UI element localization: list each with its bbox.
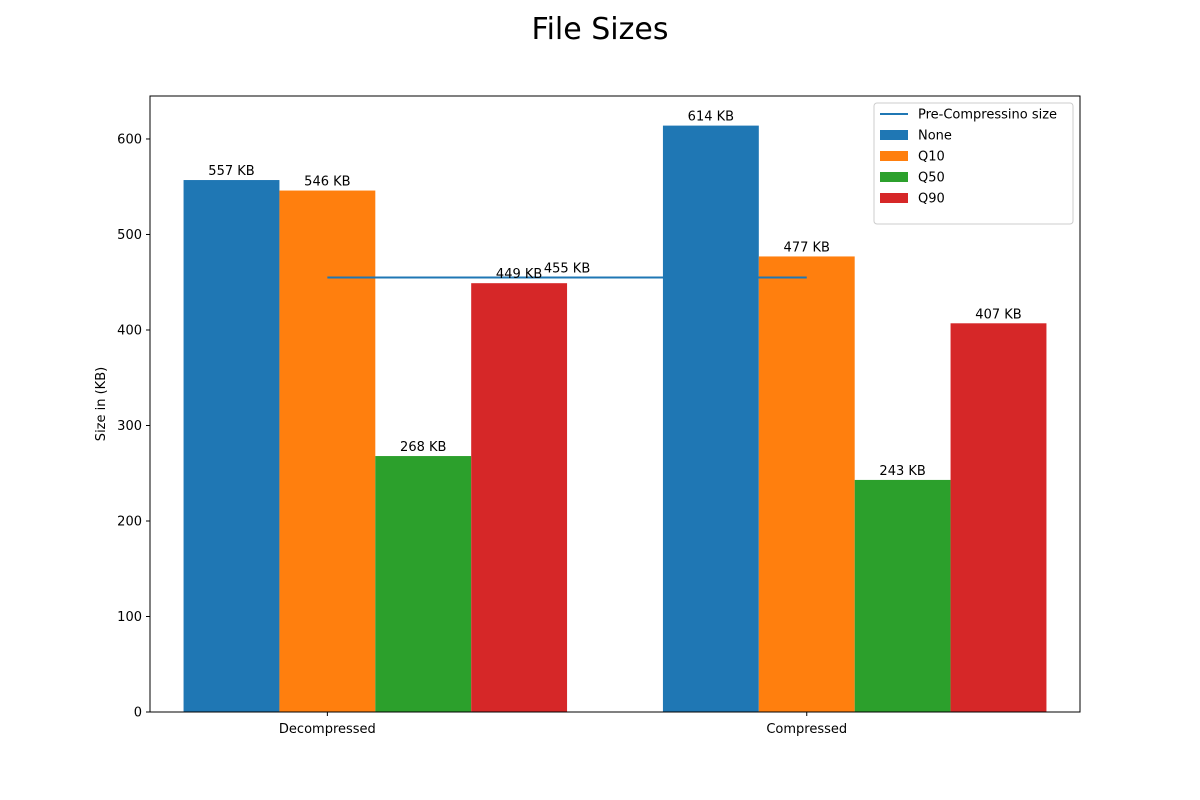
x-axis-ticks: Decompressed Compressed: [279, 712, 847, 737]
legend-entry-label: Q90: [918, 192, 945, 207]
bar-value-label: 407 KB: [975, 307, 1021, 322]
chart-title: File Sizes: [532, 12, 669, 47]
bar-data-labels: 557 KB 614 KB 546 KB 477 KB 268 KB 243 KB 449 …: [208, 110, 1021, 479]
y-tick-label: 500: [117, 228, 142, 243]
legend-color-swatch: [880, 130, 908, 140]
y-tick-label: 100: [117, 610, 142, 625]
plot-frame: [149, 95, 1081, 713]
bar-none-decompressed: [183, 180, 280, 713]
y-tick-label: 300: [117, 419, 142, 434]
bar-q50-decompressed: [375, 456, 472, 712]
legend-entry-label: None: [918, 129, 952, 144]
bar-q10-decompressed: [279, 190, 376, 713]
y-tick-label: 600: [117, 132, 142, 147]
legend-entry-label: Q10: [918, 150, 945, 165]
legend-entry-label: Q50: [918, 171, 945, 186]
legend-color-swatch: [880, 172, 908, 182]
legend-entry-label: Pre-Compressino size: [918, 108, 1057, 123]
y-axis-ticks: 0 100 200 300 400 500 600: [117, 132, 150, 721]
bar-q50-compressed: [854, 479, 951, 712]
x-tick-label: Compressed: [766, 722, 847, 737]
bar-value-label: 243 KB: [879, 464, 925, 479]
bar-value-label: 268 KB: [400, 440, 446, 455]
bar-q90-compressed: [950, 323, 1047, 712]
pre-compression-line-group: 455 KB: [327, 261, 807, 279]
y-tick-label: 0: [134, 706, 142, 721]
y-tick-label: 200: [117, 514, 142, 529]
legend-color-swatch: [880, 193, 908, 203]
y-tick-label: 400: [117, 323, 142, 338]
bar-q10-compressed: [758, 256, 855, 712]
y-axis-label: Size in (KB): [94, 367, 109, 441]
bar-value-label: 546 KB: [304, 175, 350, 190]
bar-none-compressed: [662, 125, 759, 712]
bar-q90-decompressed: [471, 283, 568, 712]
bar-value-label: 557 KB: [208, 164, 254, 179]
bar-value-label: 614 KB: [688, 110, 734, 125]
legend-box: [873, 102, 1074, 225]
legend: Pre-Compressino size None Q10 Q50 Q90: [873, 102, 1074, 225]
pre-compression-value-label: 455 KB: [544, 261, 590, 276]
legend-color-swatch: [880, 151, 908, 161]
bar-value-label: 477 KB: [784, 240, 830, 255]
bar-value-label: 449 KB: [496, 267, 542, 282]
x-tick-label: Decompressed: [279, 722, 376, 737]
bar-series: [183, 125, 1047, 713]
